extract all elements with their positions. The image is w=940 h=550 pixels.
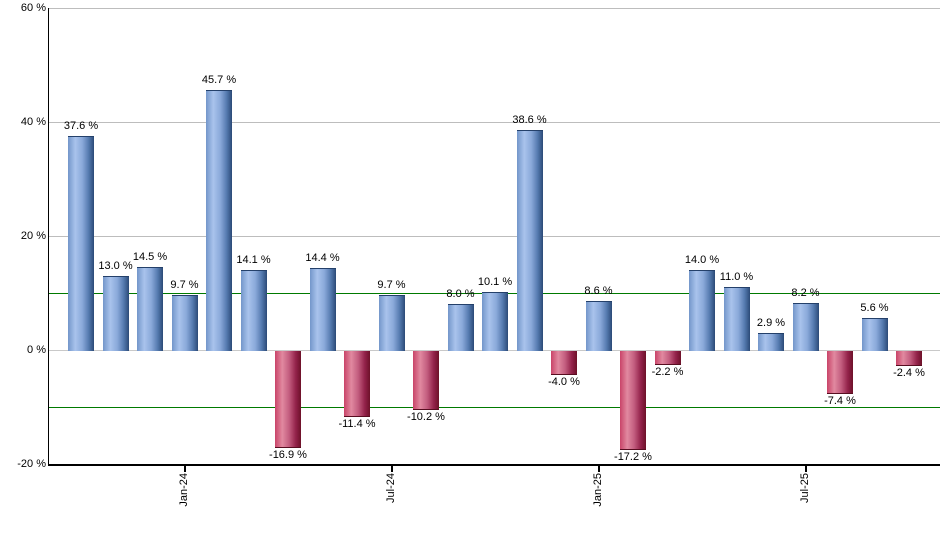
reference-line-minus10 xyxy=(49,407,940,408)
value-label: -2.2 % xyxy=(651,365,684,378)
value-label: -7.4 % xyxy=(824,395,856,408)
y-tick-label: 40 % xyxy=(20,116,46,128)
x-tick-label: Jan-24 xyxy=(177,473,190,507)
value-label: -17.2 % xyxy=(614,451,652,464)
gridline xyxy=(49,236,940,237)
y-tick-label: 20 % xyxy=(20,230,46,242)
x-tick-label: Jan-25 xyxy=(591,473,604,507)
bar-dec-24 xyxy=(551,351,577,375)
value-label: 14.1 % xyxy=(236,253,271,266)
value-label: 8.6 % xyxy=(584,284,613,297)
x-tick-mark xyxy=(390,466,393,472)
value-label: 5.6 % xyxy=(860,302,889,315)
value-label: 37.6 % xyxy=(63,119,99,132)
bar-may-24 xyxy=(309,267,336,351)
value-label: 8.2 % xyxy=(791,287,820,300)
value-label: -2.4 % xyxy=(893,366,925,379)
value-label: 38.6 % xyxy=(512,113,547,126)
bar-aug-25 xyxy=(827,351,853,395)
x-tick-label: Jul-24 xyxy=(384,473,397,503)
value-label: 10.1 % xyxy=(477,276,513,289)
y-tick-label: 0 % xyxy=(27,344,46,356)
bar-aug-24 xyxy=(413,351,439,411)
bar-jan-25 xyxy=(585,300,612,351)
bar-jul-25 xyxy=(792,303,819,351)
bar-nov-24 xyxy=(516,129,543,351)
bar-feb-24 xyxy=(206,89,232,351)
value-label: 2.9 % xyxy=(756,317,786,330)
x-tick-mark xyxy=(597,466,600,472)
value-label: 11.0 % xyxy=(719,271,754,284)
value-label: -4.0 % xyxy=(548,375,580,388)
value-label: -10.2 % xyxy=(407,411,445,424)
y-tick-label: 60 % xyxy=(20,2,46,14)
bar-jun-25 xyxy=(758,333,784,351)
bar-nov-23 xyxy=(102,275,129,351)
bar-feb-25 xyxy=(620,351,646,451)
bar-sep-25 xyxy=(861,318,888,351)
value-label: 14.0 % xyxy=(684,254,720,267)
x-tick-mark xyxy=(183,466,186,472)
x-axis-line xyxy=(48,464,940,466)
bar-dec-23 xyxy=(137,267,163,351)
y-tick-label: -20 % xyxy=(17,458,46,470)
value-label: 9.7 % xyxy=(377,278,406,291)
bar-oct-25 xyxy=(896,351,922,366)
value-label: 14.4 % xyxy=(305,251,340,264)
y-axis-line xyxy=(48,8,49,464)
x-tick-mark xyxy=(804,466,807,472)
bar-mar-25 xyxy=(654,351,681,365)
value-label: 14.5 % xyxy=(132,251,168,264)
bar-jun-24 xyxy=(344,351,370,417)
value-label: 8.0 % xyxy=(446,288,475,301)
bar-apr-25 xyxy=(689,270,715,351)
value-label: -16.9 % xyxy=(269,449,307,462)
value-label: 9.7 % xyxy=(170,278,199,291)
bar-sep-24 xyxy=(447,304,474,351)
value-label: 13.0 % xyxy=(98,259,133,272)
bar-apr-24 xyxy=(275,351,301,449)
x-tick-label: Jul-25 xyxy=(798,473,811,503)
bar-jan-24 xyxy=(171,294,198,351)
bar-may-25 xyxy=(723,287,750,351)
bar-oct-24 xyxy=(482,292,508,351)
bar-mar-24 xyxy=(240,269,267,351)
gridline xyxy=(49,122,940,123)
bar-oct-23 xyxy=(68,135,94,351)
value-label: -11.4 % xyxy=(338,417,376,430)
value-label: 45.7 % xyxy=(201,73,237,86)
gridline xyxy=(49,8,940,9)
bar-jul-24 xyxy=(378,294,405,351)
